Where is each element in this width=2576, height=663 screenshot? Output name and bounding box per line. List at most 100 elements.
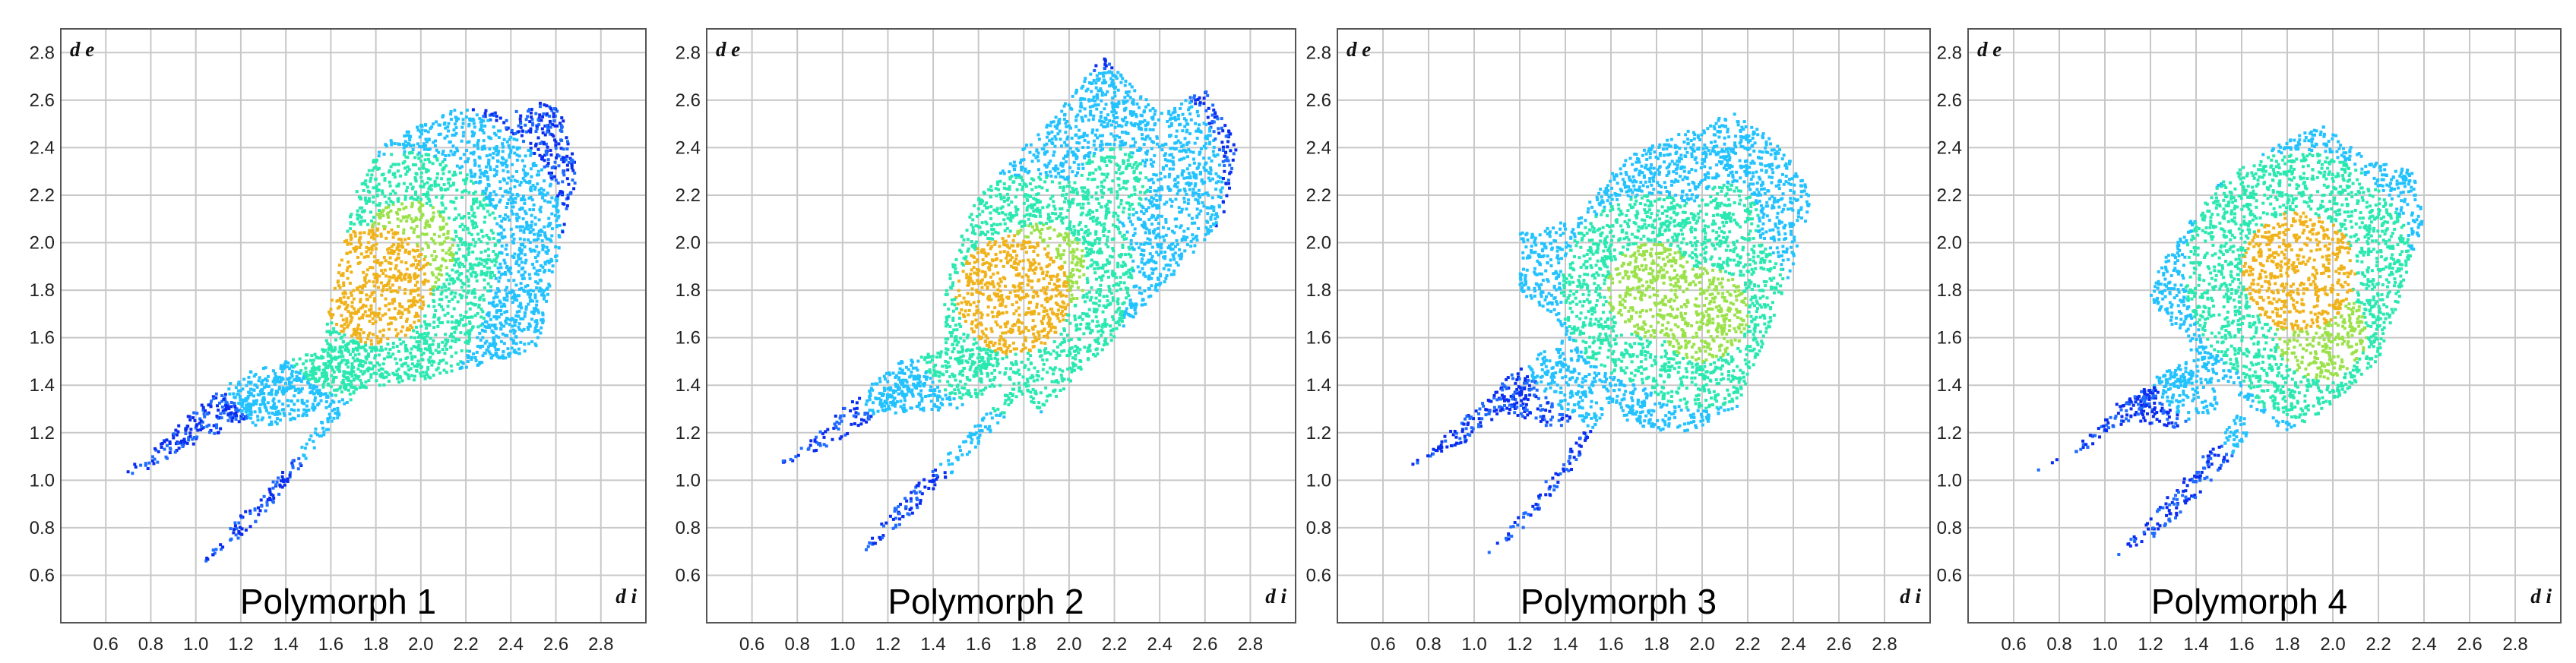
y-tick-label: 1.0 [1937, 470, 1962, 491]
region-spike-lower [204, 375, 373, 563]
y-tick-label: 2.0 [676, 233, 701, 254]
x-tick-label: 2.0 [408, 634, 433, 655]
region-spike-upper [126, 364, 310, 475]
x-tick-label: 2.2 [1735, 634, 1760, 655]
y-tick-label: 2.6 [1306, 90, 1331, 111]
x-tick-label: 2.8 [1238, 634, 1263, 655]
x-tick-label: 2.4 [1780, 634, 1805, 655]
y-tick-label: 2.2 [1937, 185, 1962, 206]
x-tick-label: 2.6 [1826, 634, 1851, 655]
y-tick-label: 2.4 [30, 137, 55, 158]
y-tick-label: 1.8 [676, 280, 701, 301]
y-tick-label: 0.6 [1306, 565, 1331, 586]
x-tick-label: 2.4 [2411, 634, 2436, 655]
region-spike-upper [1411, 339, 1574, 466]
fingerprint-plot-svg: 0.6 0.8 1.0 1.2 1.4 1.6 1.8 2.0 2.2 2.4 2.6 2.8 0.6 0… [676, 28, 1296, 655]
y-tick-label: 2.6 [30, 90, 55, 111]
density-points [126, 101, 577, 563]
plot-panel-4: 0.6 0.8 1.0 1.2 1.4 1.6 1.8 2.0 2.2 2.4 2.6 2.8 0.6 0… [1930, 0, 2576, 663]
x-tick-label: 1.6 [966, 634, 991, 655]
x-tick-label: 2.0 [2320, 634, 2345, 655]
x-tick-label: 1.6 [1598, 634, 1623, 655]
x-tick-label: 1.8 [2274, 634, 2299, 655]
x-tick-label: 0.6 [1370, 634, 1395, 655]
y-tick-label: 1.8 [1937, 280, 1962, 301]
x-axis-label: d i [616, 585, 637, 608]
region-spike-upper [2036, 359, 2199, 472]
x-tick-label: 1.8 [1011, 634, 1036, 655]
plot-frame [60, 28, 647, 624]
plot-panel-3: 0.6 0.8 1.0 1.2 1.4 1.6 1.8 2.0 2.2 2.4 2.6 2.8 0.6 0… [1292, 0, 1931, 663]
x-tick-label: 1.6 [2229, 634, 2254, 655]
x-tick-label: 0.8 [2046, 634, 2071, 655]
x-tick-label: 2.2 [1102, 634, 1127, 655]
plot-panel-1: 0.6 0.8 1.0 1.2 1.4 1.6 1.8 2.0 2.2 2.4 2.6 2.8 0.6 0… [0, 0, 653, 663]
y-tick-label: 0.8 [1937, 518, 1962, 538]
grid-lines [1968, 29, 2561, 623]
y-tick-label: 1.2 [30, 423, 55, 444]
region-body [2149, 125, 2424, 431]
y-tick-label: 0.8 [676, 518, 701, 538]
x-tick-label: 2.8 [2502, 634, 2527, 655]
x-tick-label: 2.4 [1147, 634, 1172, 655]
y-tick-label: 1.2 [1306, 423, 1331, 444]
y-tick-label: 2.2 [1306, 185, 1331, 206]
region-wing [2115, 362, 2219, 429]
x-tick-label: 2.6 [1192, 634, 1217, 655]
fingerprint-plot-svg: 0.6 0.8 1.0 1.2 1.4 1.6 1.8 2.0 2.2 2.4 2.6 2.8 0.6 0… [1937, 28, 2562, 655]
x-axis-label: d i [1900, 585, 1921, 608]
x-tick-label: 1.2 [875, 634, 900, 655]
y-tick-label: 2.6 [676, 90, 701, 111]
x-tick-label: 2.2 [2366, 634, 2391, 655]
y-tick-label: 1.6 [676, 328, 701, 349]
panel-title: Polymorph 2 [888, 582, 1084, 621]
x-tick-label: 2.6 [543, 634, 568, 655]
x-tick-label: 0.6 [93, 634, 119, 655]
x-tick-label: 1.4 [920, 634, 945, 655]
y-tick-label: 0.8 [1306, 518, 1331, 538]
x-tick-label: 1.4 [1552, 634, 1578, 655]
y-tick-label: 2.0 [30, 233, 55, 254]
x-tick-label: 1.0 [1461, 634, 1486, 655]
plot-frame [1337, 28, 1931, 624]
plot-frame [706, 28, 1296, 624]
y-axis-label: d e [1977, 38, 2002, 61]
y-axis-label: d e [70, 38, 94, 61]
y-tick-label: 2.6 [1937, 90, 1962, 111]
region-body [282, 101, 577, 396]
y-tick-label: 0.8 [30, 518, 55, 538]
x-tick-label: 1.2 [2138, 634, 2163, 655]
x-tick-label: 1.4 [2183, 634, 2208, 655]
fingerprint-plot-svg: 0.6 0.8 1.0 1.2 1.4 1.6 1.8 2.0 2.2 2.4 2.6 2.8 0.6 0… [1306, 28, 1931, 655]
x-tick-label: 2.8 [588, 634, 613, 655]
y-tick-label: 1.0 [676, 470, 701, 491]
panel-title: Polymorph 1 [240, 582, 436, 621]
x-tick-label: 2.8 [1872, 634, 1897, 655]
x-axis-label: d i [1265, 585, 1286, 608]
y-tick-label: 1.2 [676, 423, 701, 444]
x-tick-label: 1.8 [1644, 634, 1669, 655]
y-tick-label: 1.6 [30, 328, 55, 349]
x-tick-label: 2.2 [453, 634, 478, 655]
region-spike-upper [781, 350, 943, 464]
x-tick-label: 1.0 [830, 634, 855, 655]
x-tick-label: 2.4 [498, 634, 524, 655]
x-tick-label: 1.4 [273, 634, 298, 655]
density-points [1411, 112, 1811, 554]
density-points [2036, 125, 2424, 557]
x-tick-label: 1.8 [363, 634, 388, 655]
plot-frame [1967, 28, 2562, 624]
y-tick-label: 1.4 [30, 375, 55, 396]
x-tick-label: 2.6 [2457, 634, 2482, 655]
x-tick-label: 1.6 [318, 634, 343, 655]
y-tick-label: 1.8 [30, 280, 55, 301]
x-tick-label: 0.8 [1416, 634, 1441, 655]
x-axis-label: d i [2530, 585, 2552, 608]
x-tick-label: 1.0 [2092, 634, 2117, 655]
y-tick-label: 2.4 [1306, 137, 1331, 158]
x-tick-label: 1.2 [228, 634, 253, 655]
x-tick-label: 2.0 [1689, 634, 1714, 655]
y-tick-label: 1.8 [1306, 280, 1331, 301]
y-tick-label: 1.6 [1306, 328, 1331, 349]
y-tick-label: 1.0 [30, 470, 55, 491]
